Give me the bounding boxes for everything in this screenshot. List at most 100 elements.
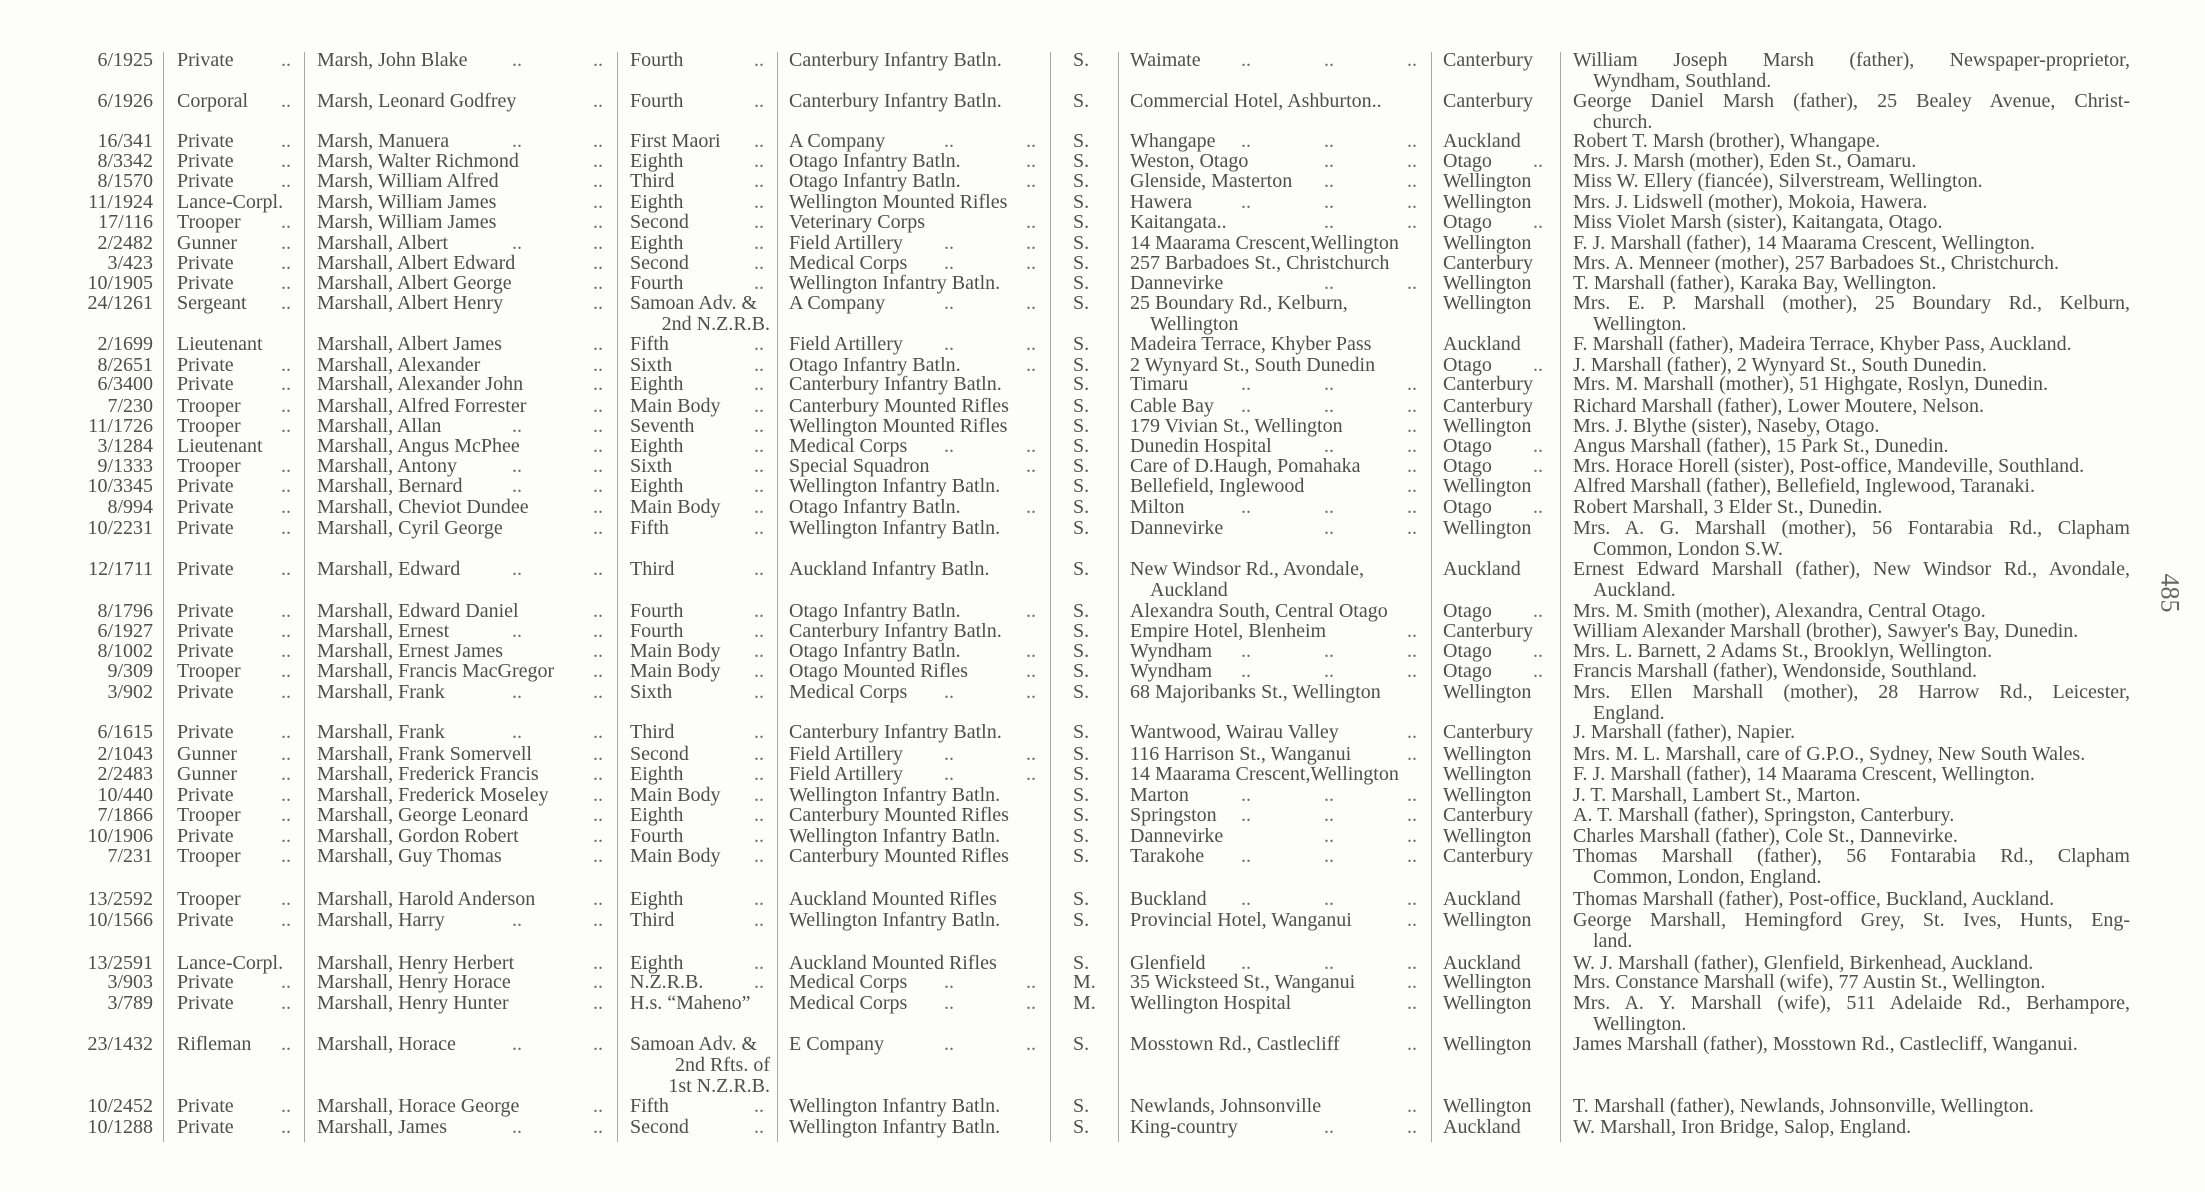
cell-name: Marshall, Cheviot Dundee [317,496,529,518]
dot-leader: .. [754,640,764,662]
dot-leader: .. [593,272,603,294]
dot-leader: .. [1241,130,1251,152]
cell-name: Marshall, George Leonard [317,804,529,826]
dot-leader: .. [754,952,764,974]
dot-leader: .. [1407,952,1417,974]
cell-address: Dannevirke [1130,825,1224,847]
dot-leader: .. [754,784,764,806]
dot-leader: .. [944,681,954,703]
cell-draft: Third [630,909,675,931]
cell-district: Otago [1443,455,1492,477]
dot-leader: .. [944,743,954,765]
dot-leader: .. [593,825,603,847]
cell-next-of-kin: Miss Violet Marsh (sister), Kaitangata, … [1573,211,1943,233]
cell-name: Marshall, Horace George [317,1095,520,1117]
cell-serial: 2/2482 [97,232,153,254]
dot-leader: .. [1026,971,1036,993]
cell-address: 25 Boundary Rd., Kelburn, Wellington [1130,292,1348,335]
cell-unit: Otago Mounted Rifles [789,660,968,682]
cell-draft: Fifth [630,333,669,355]
cell-unit: Wellington Infantry Batln. [789,1116,1001,1138]
cell-rank: Private [177,354,234,376]
dot-leader: .. [281,354,291,376]
cell-draft: Eighth [630,804,684,826]
cell-district: Canterbury [1443,373,1533,395]
cell-status: S. [1073,170,1090,192]
cell-unit: Canterbury Mounted Rifles [789,395,1009,417]
cell-serial: 10/1906 [87,825,153,847]
dot-leader: .. [754,455,764,477]
dot-leader: .. [593,373,603,395]
dot-leader: .. [593,1095,603,1117]
cell-address: Milton [1130,496,1185,518]
cell-next-of-kin: William Alexander Marshall (brother), Sa… [1573,620,2079,642]
cell-address: 35 Wicksteed St., Wanganui [1130,971,1356,993]
dot-leader: .. [1241,845,1251,867]
cell-serial: 23/1432 [87,1033,153,1055]
cell-district: Wellington [1443,1033,1532,1055]
cell-rank: Corporal [177,90,249,112]
dot-leader: .. [1407,992,1417,1014]
cell-district: Auckland [1443,1116,1521,1138]
cell-rank: Private [177,992,234,1014]
dot-leader: .. [1324,373,1334,395]
dot-leader: .. [1407,395,1417,417]
dot-leader: .. [1533,455,1543,477]
cell-name: Marshall, Albert George [317,272,512,294]
dot-leader: .. [1324,211,1334,233]
dot-leader: .. [754,743,764,765]
cell-rank: Private [177,825,234,847]
cell-address: Care of D.Haugh, Pomahaka [1130,455,1361,477]
cell-address: Wellington Hospital [1130,992,1292,1014]
dot-leader: .. [281,804,291,826]
cell-draft: Eighth [630,475,684,497]
dot-leader: .. [281,825,291,847]
cell-district: Canterbury [1443,804,1533,826]
cell-district: Wellington [1443,272,1532,294]
cell-serial: 10/440 [97,784,153,806]
cell-status: S. [1073,292,1090,314]
cell-draft: Second [630,743,689,765]
cell-unit: Canterbury Mounted Rifles [789,804,1009,826]
cell-next-of-kin: Mrs. A. G. Marshall (mother), 56 Fontara… [1573,517,2130,560]
dot-leader: .. [1407,1116,1417,1138]
cell-serial: 8/1570 [97,170,153,192]
dot-leader: .. [1026,640,1036,662]
cell-address: Dannevirke [1130,272,1224,294]
cell-status: S. [1073,763,1090,785]
dot-leader: .. [1241,640,1251,662]
page-number: 485 [2155,573,2185,613]
cell-district: Auckland [1443,888,1521,910]
cell-status: S. [1073,333,1090,355]
dot-leader: .. [1241,804,1251,826]
dot-leader: .. [1407,170,1417,192]
dot-leader: .. [281,170,291,192]
cell-district: Wellington [1443,784,1532,806]
cell-draft: Main Body [630,845,721,867]
dot-leader: .. [1407,660,1417,682]
dot-leader: .. [281,475,291,497]
cell-name: Marshall, Harry [317,909,445,931]
dot-leader: .. [754,558,764,580]
dot-leader: .. [754,825,764,847]
dot-leader: .. [1407,888,1417,910]
dot-leader: .. [1324,130,1334,152]
cell-serial: 24/1261 [87,292,153,314]
dot-leader: .. [593,909,603,931]
cell-serial: 10/1566 [87,909,153,931]
cell-address: New Windsor Rd., Avondale, Auckland [1130,558,1364,601]
dot-leader: .. [1407,825,1417,847]
cell-draft: Fourth [630,600,684,622]
dot-leader: .. [593,558,603,580]
dot-leader: .. [1026,743,1036,765]
dot-leader: .. [1407,640,1417,662]
dot-leader: .. [1407,415,1417,437]
cell-name: Marshall, Edward Daniel [317,600,519,622]
dot-leader: .. [1026,150,1036,172]
cell-name: Marsh, William James [317,211,497,233]
dot-leader: .. [1407,49,1417,71]
cell-draft: Samoan Adv. & 2nd N.Z.R.B. [630,292,770,335]
cell-address: Glenfield [1130,952,1206,974]
dot-leader: .. [593,640,603,662]
cell-draft: Fourth [630,825,684,847]
